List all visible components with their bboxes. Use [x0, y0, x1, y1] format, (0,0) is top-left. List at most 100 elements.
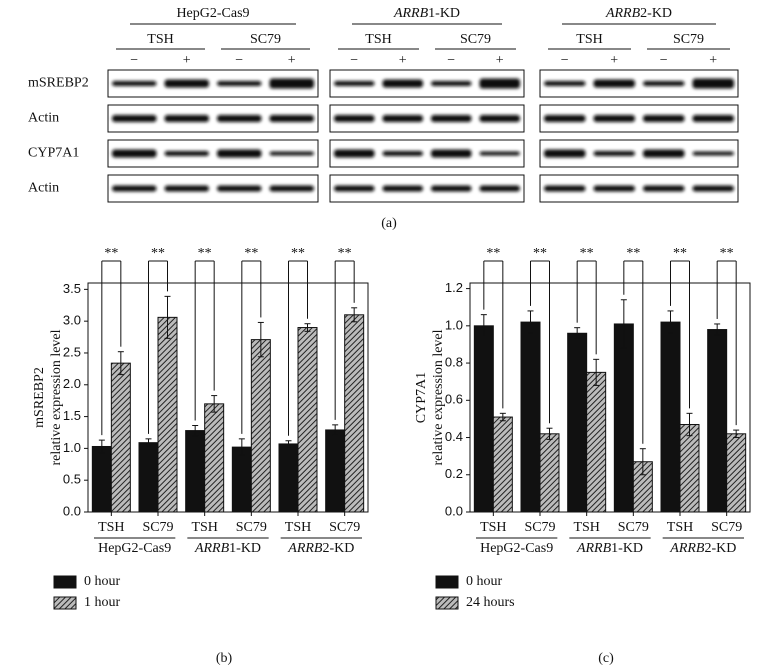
legend-swatch: [435, 575, 459, 589]
significance-label: **: [673, 246, 687, 261]
row-label: Actin: [28, 181, 59, 196]
bar: [613, 323, 634, 513]
blot-band: [544, 81, 586, 86]
blot-band: [217, 81, 262, 86]
x-tick-label: SC79: [618, 520, 649, 535]
x-tick-label: TSH: [98, 520, 124, 535]
blot-band: [334, 81, 375, 86]
group-label: ARRB2-KD: [287, 541, 354, 556]
significance-label: **: [720, 246, 734, 261]
blot-band: [382, 151, 423, 156]
blot-band: [479, 151, 520, 156]
x-tick-label: SC79: [524, 520, 555, 535]
blot-band: [479, 115, 520, 122]
blot-band: [334, 149, 375, 158]
bar: [325, 429, 346, 513]
y-tick-label: 0.2: [445, 466, 463, 481]
blot-band: [593, 151, 635, 156]
group-label: ARRB1-KD: [576, 541, 643, 556]
blot-band: [431, 81, 472, 86]
x-tick-label: SC79: [329, 520, 360, 535]
lane-sign: −: [130, 53, 138, 68]
blot-band: [479, 78, 520, 89]
group-label: ARRB2-KD: [669, 541, 736, 556]
lane-sign: +: [496, 53, 504, 68]
y-tick-label: 0.5: [63, 472, 81, 487]
bar: [91, 445, 112, 513]
bar: [297, 327, 318, 513]
legend-swatch: [53, 596, 77, 610]
blot-band: [269, 185, 314, 192]
lane-sign: −: [350, 53, 358, 68]
bar: [138, 442, 159, 513]
lane-sign: −: [447, 53, 455, 68]
blot-band: [544, 149, 586, 158]
blot-band: [269, 115, 314, 122]
significance-label: **: [104, 246, 118, 261]
lane-sign: +: [399, 53, 407, 68]
y-tick-label: 0.6: [445, 392, 463, 407]
x-tick-label: TSH: [480, 520, 506, 535]
blot-band: [112, 149, 157, 158]
blot-band: [692, 115, 734, 122]
blot-band: [164, 185, 209, 192]
blot-band: [217, 185, 262, 192]
y-tick-label: 1.0: [63, 440, 81, 455]
significance-label: **: [626, 246, 640, 261]
treatment-label: SC79: [250, 32, 281, 47]
treatment-label: TSH: [147, 32, 173, 47]
treatment-label: TSH: [576, 32, 602, 47]
y-tick-label: 1.5: [63, 408, 81, 423]
significance-label: **: [533, 246, 547, 261]
legend-label: 0 hour: [84, 574, 121, 589]
lane-sign: +: [288, 53, 296, 68]
bar: [707, 329, 728, 513]
y-tick-label: 1.2: [445, 280, 463, 295]
x-tick-label: SC79: [711, 520, 742, 535]
blot-band: [479, 185, 520, 192]
row-label: CYP7A1: [28, 146, 79, 161]
bar: [110, 362, 131, 513]
group-label: HepG2-Cas9: [98, 541, 171, 556]
blot-band: [164, 151, 209, 156]
bar: [204, 403, 225, 513]
bar: [679, 423, 700, 513]
group-label: ARRB2-KD: [605, 6, 672, 21]
blot-band: [112, 81, 157, 86]
bar: [473, 325, 494, 513]
blot-band: [643, 149, 685, 158]
bar: [250, 339, 271, 513]
panel-caption: (c): [598, 651, 614, 666]
bar: [231, 446, 252, 513]
plot-frame: [469, 282, 751, 513]
blot-band: [643, 115, 685, 122]
treatment-label: SC79: [673, 32, 704, 47]
lane-sign: −: [660, 53, 668, 68]
legend-label: 1 hour: [84, 595, 121, 610]
lane-sign: +: [183, 53, 191, 68]
lane-sign: −: [235, 53, 243, 68]
y-tick-label: 2.0: [63, 376, 81, 391]
blot-band: [269, 78, 314, 89]
panel-caption: (a): [381, 216, 397, 231]
legend-swatch: [435, 596, 459, 610]
y-axis-label: relative expression level: [431, 329, 446, 465]
blot-band: [431, 149, 472, 158]
y-tick-label: 0.0: [63, 503, 81, 518]
y-tick-label: 0.8: [445, 354, 463, 369]
blot-band: [692, 151, 734, 156]
y-tick-label: 3.0: [63, 313, 81, 328]
blot-band: [593, 115, 635, 122]
legend-label: 0 hour: [466, 574, 503, 589]
blot-band: [217, 149, 262, 158]
x-tick-label: SC79: [142, 520, 173, 535]
significance-label: **: [338, 246, 352, 261]
plot-frame: [87, 282, 369, 513]
y-tick-label: 0.0: [445, 503, 463, 518]
bar: [278, 443, 299, 513]
blot-band: [334, 115, 375, 122]
group-label: ARRB1-KD: [393, 6, 460, 21]
blot-band: [112, 115, 157, 122]
bar: [539, 433, 560, 513]
